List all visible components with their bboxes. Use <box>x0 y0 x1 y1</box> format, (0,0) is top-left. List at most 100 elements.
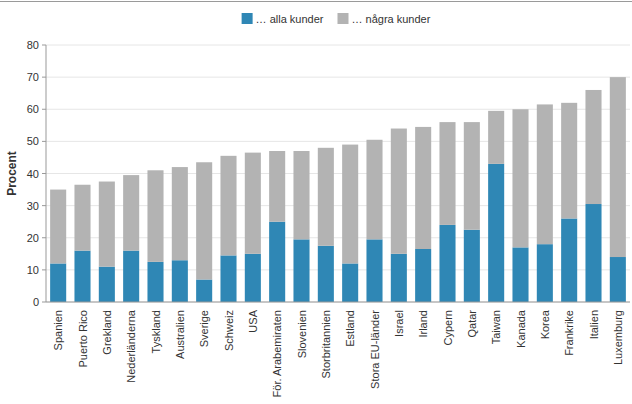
legend-swatch <box>337 13 348 24</box>
bar-segment <box>512 247 528 302</box>
y-tick-label: 0 <box>33 296 39 308</box>
legend-item: … alla kunder <box>242 13 324 25</box>
chart-container: 01020304050607080SpanienPuerto RicoGrekl… <box>0 0 632 404</box>
bar-segment <box>245 254 261 302</box>
bar-segment <box>99 267 115 302</box>
bar-segment <box>50 190 66 264</box>
x-tick-label: Puerto Rico <box>77 310 89 367</box>
x-axis <box>46 302 630 303</box>
x-tick-label: Grekland <box>101 310 113 355</box>
bar-segment <box>537 244 553 302</box>
bar-segment <box>245 153 261 254</box>
x-tick-label: För. Arabemiraten <box>271 310 283 397</box>
y-tick-label: 70 <box>27 71 39 83</box>
bar-segment <box>439 225 455 302</box>
bar-segment <box>74 185 90 251</box>
bars <box>50 77 626 302</box>
x-tick-label: Nederländerna <box>125 309 137 383</box>
bar-segment <box>74 251 90 302</box>
y-tick <box>42 109 46 110</box>
bar-segment <box>50 263 66 302</box>
x-tick-label: Luxemburg <box>612 310 624 365</box>
legend: … alla kunder … några kunder <box>242 13 431 25</box>
bar-segment <box>269 151 285 222</box>
legend-label: … alla kunder <box>256 13 324 25</box>
y-tick <box>42 302 46 303</box>
bar-segment <box>561 103 577 219</box>
bar-segment <box>366 140 382 240</box>
bar-segment <box>366 239 382 302</box>
bar-segment <box>561 218 577 302</box>
x-tick-label: Taiwan <box>490 310 502 344</box>
y-tick-label: 10 <box>27 264 39 276</box>
x-tick-label: Irland <box>417 310 429 338</box>
x-tick-label: USA <box>247 309 259 332</box>
bar-segment <box>342 263 358 302</box>
y-tick <box>42 205 46 206</box>
y-tick <box>42 141 46 142</box>
grid <box>46 45 630 302</box>
y-axis <box>46 45 47 302</box>
bar-segment <box>318 246 334 302</box>
y-tick <box>42 237 46 238</box>
bar-segment <box>488 164 504 302</box>
bar-segment <box>123 175 139 250</box>
x-tick-label: Spanien <box>52 310 64 350</box>
bar-segment <box>537 104 553 244</box>
x-tick-label: Slovenien <box>296 310 308 358</box>
x-tick-label: Kanada <box>515 309 527 348</box>
x-tick-label: Cypern <box>442 310 454 345</box>
grid-line <box>46 45 630 46</box>
bar-segment <box>610 257 626 302</box>
x-tick-label: Schweiz <box>223 310 235 351</box>
y-tick <box>42 269 46 270</box>
y-tick <box>42 45 46 46</box>
grid-line <box>46 302 630 303</box>
bar-segment <box>464 122 480 230</box>
bar-segment <box>464 230 480 302</box>
bar-segment <box>342 145 358 264</box>
x-tick-label: Tyskland <box>150 310 162 353</box>
bar-segment <box>123 251 139 302</box>
x-tick-label: Sverige <box>198 310 210 347</box>
legend-label: … några kunder <box>351 13 430 25</box>
bar-segment <box>220 156 236 256</box>
x-tick-label: Australien <box>174 310 186 359</box>
bar-segment <box>488 111 504 164</box>
x-tick-label: Storbritannien <box>320 310 332 379</box>
chart-svg: 01020304050607080SpanienPuerto RicoGrekl… <box>0 0 632 404</box>
bar-segment <box>512 109 528 247</box>
y-tick-label: 50 <box>27 135 39 147</box>
bar-segment <box>172 260 188 302</box>
y-tick <box>42 77 46 78</box>
y-tick-label: 80 <box>27 39 39 51</box>
x-tick-label: Korea <box>539 309 551 339</box>
x-tick-label: Italien <box>588 310 600 339</box>
bar-segment <box>196 280 212 302</box>
y-tick-label: 60 <box>27 103 39 115</box>
grid-line <box>46 77 630 78</box>
bar-segment <box>293 151 309 239</box>
legend-item: … några kunder <box>337 13 430 25</box>
bar-segment <box>220 255 236 302</box>
bar-segment <box>415 249 431 302</box>
bar-segment <box>99 182 115 267</box>
bar-segment <box>318 148 334 246</box>
bar-segment <box>147 262 163 302</box>
bar-segment <box>172 167 188 260</box>
bar-segment <box>439 122 455 225</box>
bar-segment <box>391 254 407 302</box>
y-axis-label: Procent <box>5 151 19 196</box>
legend-swatch <box>242 13 253 24</box>
x-tick-label: Qatar <box>466 310 478 338</box>
y-tick-label: 40 <box>27 168 39 180</box>
bar-segment <box>585 204 601 302</box>
x-tick-label: Israel <box>393 310 405 337</box>
x-tick-label: Frankrike <box>563 310 575 356</box>
bar-segment <box>147 170 163 262</box>
bar-segment <box>610 77 626 257</box>
bar-segment <box>415 127 431 249</box>
x-tick-label: Stora EU-länder <box>369 310 381 389</box>
bar-segment <box>391 129 407 254</box>
x-tick-label: Estland <box>344 310 356 347</box>
